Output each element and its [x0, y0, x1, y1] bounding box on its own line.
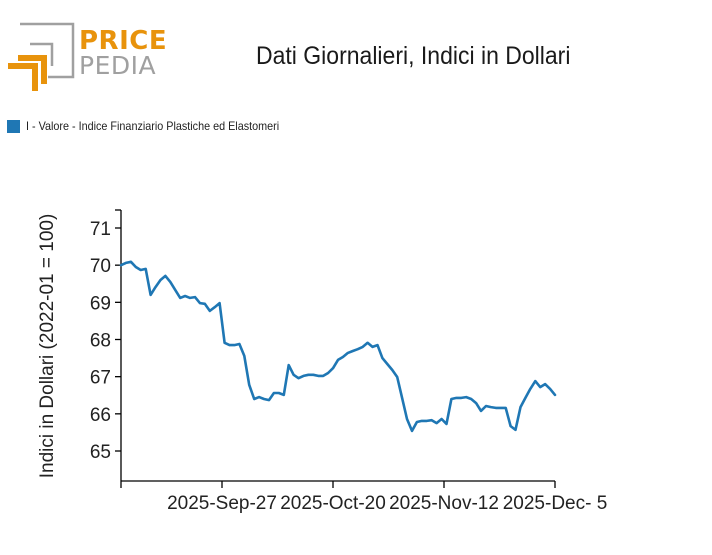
logo-text-pedia: PEDIA — [79, 51, 157, 80]
y-tick-label: 66 — [90, 405, 111, 426]
y-axis-title: Indici in Dollari (2022-01 = 100) — [37, 214, 58, 479]
y-tick-label: 67 — [90, 368, 111, 389]
x-axis: 2025-Sep-27 2025-Oct-20 2025-Nov-12 2025-De… — [120, 480, 608, 514]
legend: I - Valore - Indice Finanziario Plastich… — [7, 119, 307, 133]
legend-swatch — [7, 119, 20, 133]
series-layer — [119, 260, 557, 433]
chart-title: Dati Giornalieri, Indici in Dollari — [256, 42, 571, 70]
legend-label[interactable]: I - Valore - Indice Finanziario Plastich… — [26, 119, 280, 133]
y-tick-label: 70 — [90, 256, 111, 277]
y-axis: 65 66 67 68 69 70 71 — [90, 209, 122, 481]
y-tick-label: 65 — [90, 442, 111, 463]
logo-text-price: PRICE — [79, 26, 168, 56]
y-tick-label: 71 — [90, 219, 111, 240]
logo-mark-icon — [8, 22, 75, 91]
x-tick-label: 2025-Oct-20 — [280, 493, 386, 514]
x-tick-label: 2025-Dec- 5 — [503, 493, 608, 514]
x-tick-label: 2025-Sep-27 — [167, 493, 277, 514]
y-tick-label: 69 — [90, 293, 111, 314]
x-tick-label: 2025-Nov-12 — [389, 493, 499, 514]
series-line — [119, 260, 557, 433]
y-tick-label: 68 — [90, 331, 111, 352]
pricepedia-logo: PRICE PEDIA — [0, 0, 200, 100]
